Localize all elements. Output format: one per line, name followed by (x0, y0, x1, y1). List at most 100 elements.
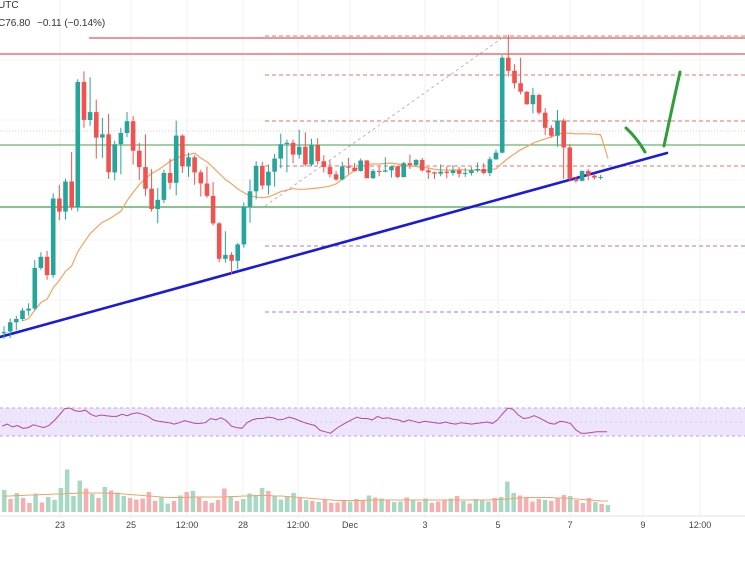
candle-body[interactable] (573, 178, 579, 181)
volume-bar[interactable] (448, 498, 454, 513)
candle-body[interactable] (118, 133, 124, 145)
candle-body[interactable] (63, 181, 68, 212)
candle-body[interactable] (204, 183, 210, 196)
volume-bar[interactable] (467, 503, 472, 513)
volume-bar[interactable] (486, 501, 491, 513)
candle-body[interactable] (339, 166, 345, 180)
volume-bar[interactable] (203, 501, 208, 512)
volume-bar[interactable] (165, 503, 171, 513)
candle-body[interactable] (14, 319, 19, 323)
volume-bar[interactable] (555, 497, 560, 513)
volume-panel[interactable] (2, 469, 611, 513)
volume-bar[interactable] (574, 500, 579, 512)
candle-body[interactable] (94, 112, 99, 138)
candle-body[interactable] (155, 199, 160, 209)
candle-body[interactable] (462, 173, 468, 174)
volume-bar[interactable] (542, 500, 548, 512)
volume-bar[interactable] (33, 493, 38, 513)
volume-bar[interactable] (517, 495, 523, 513)
volume-bar[interactable] (593, 502, 598, 512)
candle-body[interactable] (518, 83, 523, 92)
volume-bar[interactable] (190, 491, 196, 512)
rsi-line[interactable] (1, 407, 607, 434)
volume-bar[interactable] (391, 502, 397, 512)
volume-bar[interactable] (272, 495, 277, 513)
candle-body[interactable] (266, 171, 271, 186)
candle-body[interactable] (450, 170, 456, 173)
volume-bar[interactable] (297, 498, 303, 512)
candle-body[interactable] (586, 171, 591, 176)
volume-bar[interactable] (108, 490, 114, 513)
volume-bar[interactable] (77, 480, 83, 513)
volume-bar[interactable] (259, 488, 265, 512)
volume-bar[interactable] (83, 488, 89, 513)
bullish-trendline[interactable] (0, 151, 669, 339)
candle-body[interactable] (7, 322, 13, 332)
candle-body[interactable] (137, 150, 142, 168)
volume-bar[interactable] (115, 492, 120, 513)
candle-body[interactable] (555, 120, 560, 136)
volume-bar[interactable] (492, 498, 498, 512)
candle-body[interactable] (20, 310, 25, 320)
volume-bar[interactable] (146, 492, 152, 512)
candle-body[interactable] (376, 171, 382, 172)
volume-bar[interactable] (46, 497, 51, 512)
volume-bar[interactable] (404, 497, 410, 513)
candle-body[interactable] (389, 166, 394, 171)
candle-body[interactable] (1, 332, 7, 334)
candle-body[interactable] (438, 171, 443, 174)
candle-body[interactable] (567, 147, 573, 179)
candle-body[interactable] (180, 135, 185, 167)
candle-body[interactable] (167, 173, 173, 183)
volume-bar[interactable] (341, 501, 347, 512)
volume-bar[interactable] (360, 500, 366, 512)
volume-bar[interactable] (234, 501, 240, 512)
volume-bar[interactable] (266, 491, 271, 512)
candle-body[interactable] (493, 152, 499, 160)
candle-body[interactable] (87, 112, 93, 120)
volume-bar[interactable] (473, 499, 479, 512)
volume-bar[interactable] (71, 496, 76, 512)
volume-bar[interactable] (605, 505, 611, 512)
volume-bar[interactable] (278, 499, 284, 513)
candle-body[interactable] (44, 256, 50, 276)
candle-body[interactable] (296, 146, 302, 155)
candle-body[interactable] (223, 254, 228, 259)
volume-bar[interactable] (222, 488, 227, 513)
candle-body[interactable] (358, 160, 363, 172)
candle-body[interactable] (32, 267, 38, 309)
volume-bar[interactable] (398, 501, 403, 513)
volume-bar[interactable] (354, 499, 359, 512)
volume-bar[interactable] (454, 496, 460, 512)
candle-body[interactable] (229, 254, 234, 261)
volume-bar[interactable] (561, 495, 567, 512)
volume-bar[interactable] (121, 496, 127, 512)
volume-bar[interactable] (64, 469, 70, 513)
candle-body[interactable] (536, 95, 542, 113)
volume-bar[interactable] (524, 498, 529, 512)
candle-body[interactable] (413, 159, 419, 166)
volume-bar[interactable] (27, 503, 32, 512)
volume-bar[interactable] (505, 481, 510, 513)
candle-body[interactable] (112, 144, 117, 173)
candle-body[interactable] (235, 244, 240, 261)
candle-body[interactable] (456, 170, 462, 174)
volume-bar[interactable] (303, 500, 309, 512)
candle-body[interactable] (315, 145, 320, 162)
volume-bar[interactable] (96, 498, 101, 512)
volume-bar[interactable] (335, 502, 340, 513)
volume-bar[interactable] (580, 503, 586, 512)
volume-bar[interactable] (549, 501, 554, 512)
candle-body[interactable] (592, 175, 597, 178)
candle-body[interactable] (524, 91, 530, 105)
volume-bar[interactable] (140, 498, 145, 513)
volume-bar[interactable] (159, 497, 164, 513)
candle-body[interactable] (198, 172, 204, 184)
candle-body[interactable] (327, 167, 333, 175)
volume-bar[interactable] (429, 503, 435, 512)
candle-body[interactable] (395, 166, 400, 177)
volume-bar[interactable] (366, 495, 372, 513)
volume-bar[interactable] (568, 496, 573, 512)
candle-body[interactable] (309, 145, 314, 165)
